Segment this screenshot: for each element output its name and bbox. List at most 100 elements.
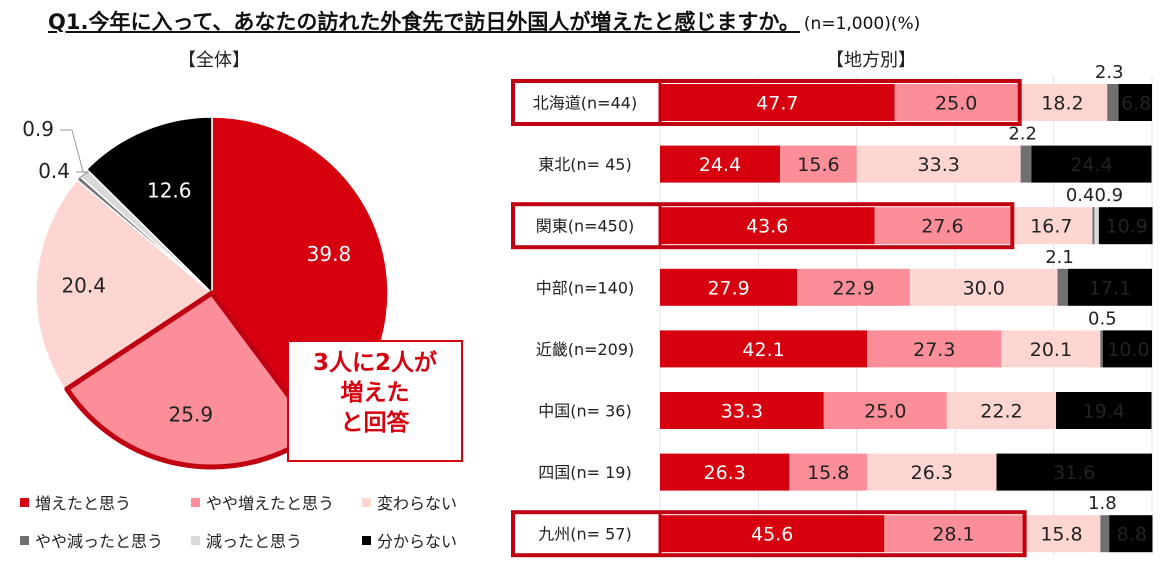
bar-label-unchanged: 33.3 [918, 154, 960, 176]
legend-label: 減ったと思う [206, 532, 303, 551]
legend-swatch [20, 535, 29, 545]
legend-item-slightly-increased: やや増えたと思う [191, 490, 334, 514]
bar-segment-unknown [1102, 330, 1152, 368]
bar-label-increased: 43.6 [746, 216, 788, 238]
bar-segment-slightly-increased [780, 145, 857, 183]
bar-label-unchanged: 16.7 [1030, 216, 1072, 238]
pie-label-increased: 39.8 [307, 242, 352, 266]
bar-label-small-values: 0.5 [1088, 308, 1117, 329]
bar-label-increased: 47.7 [756, 93, 798, 115]
legend-label: やや増えたと思う [206, 494, 335, 513]
callout-line-1: 3人に2人が [312, 350, 437, 376]
pie-label-slightly-increased: 25.9 [169, 402, 214, 426]
bar-segment-increased [660, 84, 895, 121]
pie-slice-unchanged [35, 178, 214, 392]
bar-label-unchanged: 15.8 [1040, 524, 1082, 546]
bar-segment-increased [660, 145, 781, 183]
pie-label-unchanged: 20.4 [61, 274, 106, 298]
legend-swatch [191, 535, 200, 545]
legend-swatch [20, 497, 29, 507]
bar-segment-unchanged [1001, 330, 1101, 368]
bar-label-slightly-increased: 25.0 [935, 93, 977, 115]
bar-segment-unknown [1109, 515, 1153, 553]
bar-label-unknown: 8.8 [1117, 524, 1147, 546]
bar-label-unknown: 10.9 [1106, 216, 1148, 238]
bar-label-increased: 42.1 [742, 339, 784, 361]
bar-label-small-values: 2.3 [1095, 62, 1124, 83]
bar-label-increased: 24.4 [699, 154, 741, 176]
bar-segment-slightly-decreased [1020, 145, 1032, 183]
legend-label: 分からない [377, 532, 458, 551]
bar-segment-slightly-decreased [1092, 207, 1095, 245]
bar-segment-unchanged [1017, 84, 1108, 121]
bar-label-unknown: 17.1 [1089, 277, 1131, 299]
bar-label-small-values: 2.1 [1045, 247, 1074, 268]
bar-label-unchanged: 22.2 [980, 401, 1022, 423]
overall-label: 【全体】 [178, 50, 250, 71]
bar-segment-unchanged [909, 268, 1058, 306]
bar-segment-unchanged [856, 145, 1021, 183]
highlight-border [511, 510, 1027, 558]
bar-label-increased: 45.6 [751, 524, 793, 546]
highlight-border [511, 202, 1015, 250]
legend-swatch [191, 497, 200, 507]
bar-label-slightly-increased: 28.1 [932, 524, 974, 546]
legend-item-unchanged: 変わらない [362, 490, 457, 514]
pie-label-unknown: 12.6 [147, 179, 192, 203]
bar-segment-unknown [1118, 84, 1152, 121]
category-label: 近畿(n=209) [536, 340, 635, 359]
category-label: 四国(n= 19) [538, 463, 631, 482]
callout-line-3: と回答 [340, 410, 410, 436]
question-text: Q1.今年に入って、あなたの訪れた外食先で訪日外国人が増えたと感じますか。 [48, 10, 800, 34]
bar-segment-slightly-decreased [1107, 84, 1119, 121]
highlight-border [511, 79, 1022, 126]
bar-segment-slightly-increased [867, 330, 1002, 368]
bar-label-unknown: 19.4 [1083, 401, 1125, 423]
bar-label-unknown: 10.0 [1107, 339, 1149, 361]
legend-label: 増えたと思う [35, 494, 132, 513]
legend-swatch [362, 497, 371, 507]
legend-label: やや減ったと思う [35, 532, 164, 551]
bar-label-slightly-increased: 15.6 [797, 154, 839, 176]
bar-segment-increased [660, 330, 868, 368]
regional-label: 【地方別】 [826, 50, 916, 71]
legend-label: 変わらない [377, 494, 458, 513]
pie-leader-line [76, 171, 90, 179]
bar-label-slightly-increased: 27.3 [913, 339, 955, 361]
bar-segment-slightly-increased [789, 453, 868, 491]
category-label: 関東(n=450) [536, 217, 635, 236]
bar-segment-unknown [1031, 145, 1152, 183]
category-label: 北海道(n=44) [533, 94, 637, 113]
bar-segment-decreased [1094, 207, 1099, 245]
bar-label-slightly-increased: 27.6 [921, 216, 963, 238]
bar-segment-increased [660, 515, 885, 553]
category-label: 中国(n= 36) [538, 402, 631, 421]
bar-segment-slightly-increased [884, 515, 1023, 553]
bar-label-unknown: 6.8 [1121, 93, 1151, 115]
bar-segment-unknown [996, 453, 1152, 491]
bar-segment-slightly-decreased [1100, 515, 1110, 553]
bar-segment-unchanged [867, 453, 997, 491]
bar-segment-increased [660, 392, 824, 429]
bar-label-increased: 26.3 [704, 462, 746, 484]
callout-line-2: 増えた [340, 380, 410, 406]
bar-segment-increased [660, 207, 875, 245]
bar-label-unchanged: 18.2 [1041, 93, 1083, 115]
sample-note: (n=1,000)(%) [803, 14, 921, 34]
legend-item-unknown: 分からない [362, 528, 457, 552]
bar-label-unchanged: 26.3 [911, 462, 953, 484]
bar-label-unchanged: 30.0 [963, 277, 1005, 299]
bar-label-slightly-increased: 22.9 [832, 277, 874, 299]
bar-segment-unchanged [1010, 207, 1093, 245]
bar-segment-slightly-increased [874, 207, 1011, 245]
category-label: 東北(n= 45) [538, 155, 631, 174]
bar-segment-slightly-decreased [1057, 268, 1068, 306]
category-label: 中部(n=140) [536, 278, 635, 297]
bar-label-small-values: 1.8 [1088, 493, 1117, 514]
legend-item-slightly-decreased: やや減ったと思う [20, 528, 163, 552]
bar-segment-unknown [1067, 268, 1152, 306]
bar-label-slightly-increased: 15.8 [807, 462, 849, 484]
bar-label-small-values: 2.2 [1008, 124, 1037, 145]
bar-label-slightly-increased: 25.0 [864, 401, 906, 423]
